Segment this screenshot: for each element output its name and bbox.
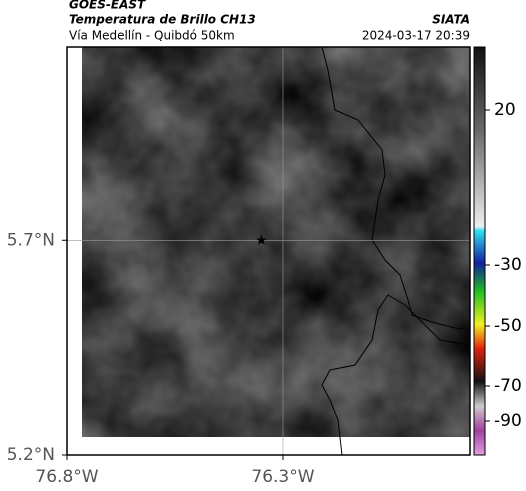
colorbar-label: -30 <box>494 255 522 275</box>
colorbar <box>473 46 486 456</box>
datetime: 2024-03-17 20:39 <box>362 29 470 43</box>
boundary <box>321 294 470 455</box>
colorbar-label: -90 <box>494 411 522 431</box>
y-tick-label: 5.7°N <box>7 230 55 250</box>
location: Vía Medellín - Quibdó 50km <box>69 29 235 43</box>
source: SIATA <box>432 13 470 27</box>
cloud-texture <box>82 47 470 437</box>
colorbar-label: 20 <box>494 100 516 120</box>
title: GOES-EAST <box>69 0 146 12</box>
subtitle: Temperatura de Brillo CH13 <box>69 13 256 27</box>
x-tick-label: 76.8°W <box>35 467 98 487</box>
location-marker <box>256 234 267 245</box>
colorbar-label: -50 <box>494 316 522 336</box>
x-tick-label: 76.3°W <box>251 467 314 487</box>
map-frame <box>66 46 471 456</box>
colorbar-label: -70 <box>494 376 522 396</box>
imagery <box>82 47 470 455</box>
y-tick-label: 5.2°N <box>7 445 55 465</box>
